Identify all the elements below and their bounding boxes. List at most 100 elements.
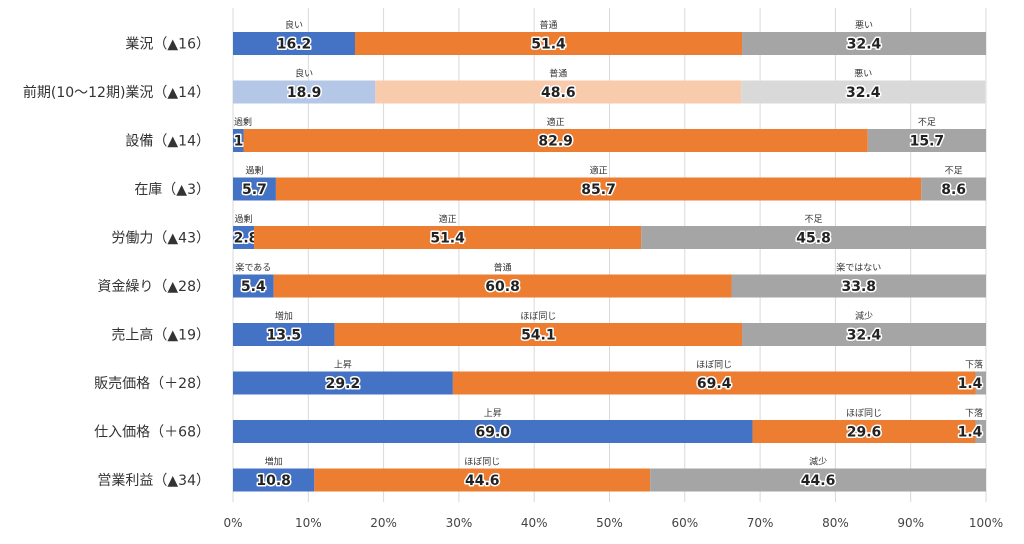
bar-segment bbox=[233, 129, 244, 152]
category-label: 業況（▲16） bbox=[125, 37, 210, 53]
segment-name-label: ほぼ同じ bbox=[846, 408, 882, 419]
segment-name-label: ほぼ同じ bbox=[696, 360, 732, 371]
data-label: 32.4 bbox=[847, 37, 882, 53]
bar-segment bbox=[975, 371, 986, 395]
bar-segment bbox=[975, 420, 986, 443]
segment-name-label: 楽である bbox=[235, 262, 271, 274]
x-axis-ticks: 0% 10% 20% 30% 40% 50% 60% 70% 80% 90% 100% bbox=[223, 516, 1003, 530]
data-label: 82.9 bbox=[538, 134, 573, 150]
bar-segment bbox=[314, 468, 651, 492]
x-tick-label: 10% bbox=[295, 516, 322, 530]
segment-name-label: 不足 bbox=[805, 214, 823, 225]
segment-name-label: 普通 bbox=[549, 68, 567, 80]
data-label: 13.5 bbox=[267, 328, 302, 344]
x-tick-label: 0% bbox=[223, 516, 242, 530]
bar-segment bbox=[233, 32, 355, 55]
bar-segment bbox=[375, 80, 742, 104]
category-label: 販売価格（＋28） bbox=[94, 376, 210, 392]
bar-segment bbox=[752, 420, 976, 443]
segment-name-label: 下落 bbox=[965, 407, 983, 419]
segment-name-label: 上昇 bbox=[334, 360, 352, 371]
data-label: 2.8 bbox=[234, 231, 259, 247]
bar-segment bbox=[641, 226, 986, 249]
data-label: 69.0 bbox=[476, 425, 511, 441]
data-label: 1.4 bbox=[958, 425, 983, 441]
data-label: 44.6 bbox=[465, 473, 500, 489]
x-tick-label: 70% bbox=[747, 516, 774, 530]
data-label: 15.7 bbox=[910, 134, 945, 150]
bar-segment bbox=[273, 274, 732, 298]
data-label: 32.4 bbox=[846, 85, 881, 101]
data-label: 54.1 bbox=[521, 328, 556, 344]
data-label: 29.6 bbox=[847, 425, 882, 441]
bar-segment bbox=[275, 177, 922, 201]
x-tick-label: 20% bbox=[370, 516, 397, 530]
bar-segment bbox=[452, 371, 976, 395]
data-label: 1.4 bbox=[958, 376, 983, 392]
data-label: 5.4 bbox=[241, 279, 266, 295]
bar-segment bbox=[921, 177, 986, 201]
segment-name-label: 楽ではない bbox=[836, 262, 881, 274]
bar-segment bbox=[731, 274, 986, 298]
x-tick-label: 90% bbox=[897, 516, 924, 530]
data-label: 44.6 bbox=[801, 473, 836, 489]
data-label: 5.7 bbox=[242, 182, 267, 198]
bar-segment bbox=[233, 177, 276, 201]
bar-segment bbox=[742, 323, 986, 346]
bar-segment bbox=[741, 80, 986, 104]
bar-segment bbox=[233, 323, 335, 346]
category-label: 営業利益（▲34） bbox=[97, 473, 210, 489]
category-label: 仕入価格（＋68） bbox=[94, 425, 210, 441]
segment-name-label: 増加 bbox=[275, 310, 293, 322]
bar-segment bbox=[233, 420, 753, 443]
category-labels: 業況（▲16） 前期(10～12期)業況（▲14） 設備（▲14） 在庫（▲3） 労働力… bbox=[23, 37, 210, 490]
category-label: 売上高（▲19） bbox=[111, 327, 210, 344]
bar-segment bbox=[867, 129, 986, 152]
category-label: 前期(10～12期)業況（▲14） bbox=[23, 84, 210, 101]
bar-segment bbox=[233, 226, 255, 249]
segment-name-label: 増加 bbox=[265, 456, 283, 468]
segment-name-label: 過剰 bbox=[234, 116, 252, 128]
data-label: 8.6 bbox=[941, 182, 966, 198]
segment-name-label: 減少 bbox=[809, 456, 827, 468]
data-label: 16.2 bbox=[277, 37, 312, 53]
segment-name-label: ほぼ同じ bbox=[464, 457, 500, 468]
segment-name-label: 過剰 bbox=[245, 165, 263, 177]
x-tick-label: 40% bbox=[521, 516, 548, 530]
data-label: 29.2 bbox=[326, 376, 361, 392]
segment-name-label: 良い bbox=[285, 19, 303, 31]
category-label: 設備（▲14） bbox=[125, 134, 210, 150]
data-label: 51.4 bbox=[430, 231, 465, 247]
bar-segment bbox=[233, 468, 315, 492]
data-label: 32.4 bbox=[847, 328, 882, 344]
segment-name-label: 普通 bbox=[539, 19, 557, 31]
category-label: 資金繰り（▲28） bbox=[97, 279, 210, 295]
bar-segment bbox=[233, 371, 453, 395]
segment-name-label: 不足 bbox=[945, 166, 963, 177]
bar-segment bbox=[233, 274, 274, 298]
x-tick-label: 30% bbox=[446, 516, 473, 530]
segment-name-label: 不足 bbox=[918, 117, 936, 128]
bar-segment bbox=[254, 226, 642, 249]
bar-segment bbox=[334, 323, 743, 346]
segment-name-label: 減少 bbox=[855, 310, 873, 322]
x-tick-label: 80% bbox=[822, 516, 849, 530]
data-label: 48.6 bbox=[541, 85, 576, 101]
segment-name-label: 適正 bbox=[547, 116, 565, 128]
x-tick-label: 60% bbox=[671, 516, 698, 530]
data-label: 10.8 bbox=[256, 473, 291, 489]
segment-name-label: ほぼ同じ bbox=[520, 311, 556, 322]
data-label: 60.8 bbox=[485, 279, 520, 295]
bar-segment bbox=[650, 468, 986, 492]
data-label: 85.7 bbox=[581, 182, 616, 198]
segment-name-label: 普通 bbox=[494, 262, 512, 274]
category-label: 在庫（▲3） bbox=[134, 181, 210, 198]
x-tick-label: 50% bbox=[596, 516, 623, 530]
data-label: 69.4 bbox=[697, 376, 732, 392]
data-label: 33.8 bbox=[841, 279, 876, 295]
segment-name-label: 過剰 bbox=[235, 213, 253, 225]
bar-segment bbox=[233, 80, 376, 104]
segment-name-label: 適正 bbox=[590, 165, 608, 177]
segment-name-label: 下落 bbox=[965, 359, 983, 371]
